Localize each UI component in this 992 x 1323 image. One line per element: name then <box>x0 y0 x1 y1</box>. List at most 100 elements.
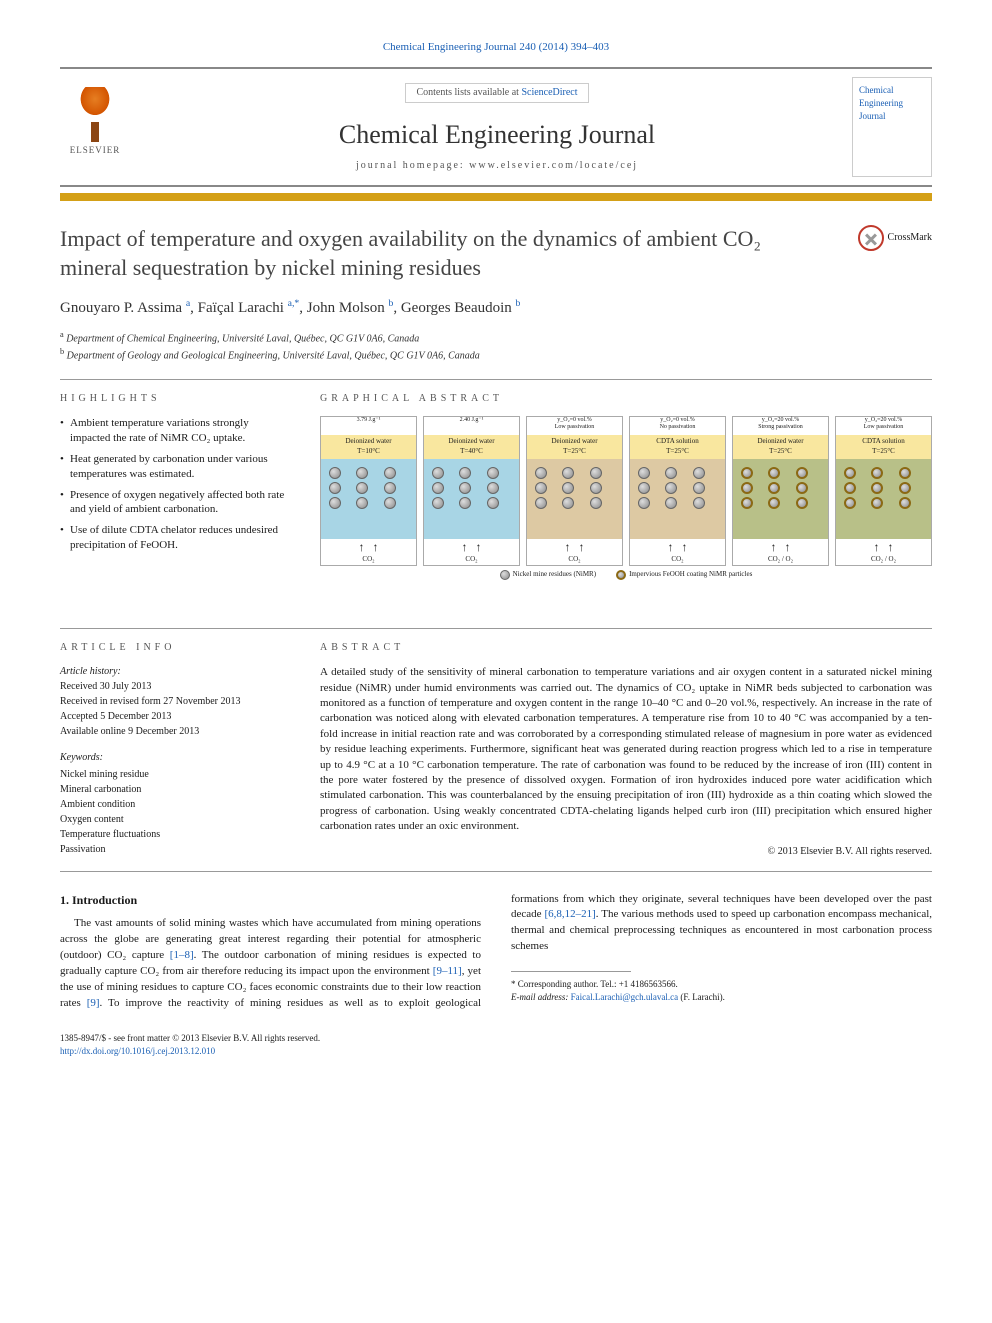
ga-arrows: ↑↑ <box>630 539 725 556</box>
coated-particle-icon <box>741 482 753 494</box>
contents-prefix: Contents lists available at <box>416 87 521 98</box>
particle-icon <box>665 497 677 509</box>
coated-particle-icon <box>899 497 911 509</box>
ga-arrows: ↑↑ <box>424 539 519 556</box>
graphical-abstract-figure: 3.79 J.g⁻¹Deionized water T=10°C↑↑CO₂ 2.4… <box>320 416 932 616</box>
coated-particle-icon <box>768 497 780 509</box>
ga-panel-body <box>321 459 416 539</box>
ga-panel-top-label: 2.40 J.g⁻¹ <box>424 417 519 435</box>
ga-gas-label: CO₂ <box>424 555 519 565</box>
ref-link[interactable]: [9–11] <box>433 965 462 977</box>
cover-line: Journal <box>859 110 925 123</box>
history-label: Article history: <box>60 665 290 679</box>
particle-icon <box>638 482 650 494</box>
up-arrow-icon: ↑ <box>682 539 688 556</box>
crossmark-badge[interactable]: CrossMark <box>858 225 932 251</box>
particle-icon <box>329 497 341 509</box>
ga-legend-nimr: Nickel mine residues (NiMR) <box>500 570 596 580</box>
ga-panel-top-label: y_O₂=20 vol.% Low passivation <box>836 417 931 435</box>
highlight-item: Ambient temperature variations strongly … <box>60 416 290 446</box>
title-row: Impact of temperature and oxygen availab… <box>60 225 932 282</box>
highlights-graphical-row: HIGHLIGHTS Ambient temperature variation… <box>60 392 932 616</box>
citation-line: Chemical Engineering Journal 240 (2014) … <box>60 40 932 55</box>
graphical-abstract-block: GRAPHICAL ABSTRACT 3.79 J.g⁻¹Deionized w… <box>320 392 932 616</box>
particle-icon <box>693 467 705 479</box>
email-link[interactable]: Faical.Larachi@gch.ulaval.ca <box>571 992 678 1002</box>
homepage-url[interactable]: www.elsevier.com/locate/cej <box>469 160 638 171</box>
ga-gas-label: CO₂ <box>527 555 622 565</box>
history-item: Accepted 5 December 2013 <box>60 709 290 724</box>
ref-link[interactable]: [1–8] <box>170 949 194 961</box>
introduction-section: 1. Introduction The vast amounts of soli… <box>60 892 932 1012</box>
article-title: Impact of temperature and oxygen availab… <box>60 225 810 282</box>
particle-icon <box>638 497 650 509</box>
abstract-copyright: © 2013 Elsevier B.V. All rights reserved… <box>320 845 932 859</box>
coated-particle-icon <box>796 497 808 509</box>
up-arrow-icon: ↑ <box>874 539 880 556</box>
ga-panel-top-label: 3.79 J.g⁻¹ <box>321 417 416 435</box>
particle-icon <box>384 497 396 509</box>
elsevier-tree-icon <box>70 87 120 142</box>
cover-line: Engineering <box>859 97 925 110</box>
journal-cover-thumbnail[interactable]: Chemical Engineering Journal <box>852 77 932 177</box>
keyword-item: Oxygen content <box>60 812 290 827</box>
coated-particle-icon <box>616 570 626 580</box>
introduction-heading: 1. Introduction <box>60 892 481 909</box>
up-arrow-icon: ↑ <box>579 539 585 556</box>
divider <box>60 871 932 872</box>
coated-particle-icon <box>796 482 808 494</box>
article-info-block: ARTICLE INFO Article history: Received 3… <box>60 641 290 858</box>
ga-panel-header: Deionized water T=40°C <box>424 435 519 459</box>
keyword-item: Temperature fluctuations <box>60 827 290 842</box>
ga-arrows: ↑↑ <box>733 539 828 556</box>
citation-link[interactable]: Chemical Engineering Journal 240 (2014) … <box>383 41 609 53</box>
history-item: Available online 9 December 2013 <box>60 724 290 739</box>
coated-particle-icon <box>844 482 856 494</box>
ga-gas-label: CO₂ <box>321 555 416 565</box>
sciencedirect-link[interactable]: ScienceDirect <box>521 87 577 98</box>
particle-icon <box>535 482 547 494</box>
particle-icon <box>432 467 444 479</box>
particle-icon <box>384 467 396 479</box>
ga-panel: 3.79 J.g⁻¹Deionized water T=10°C↑↑CO₂ <box>320 416 417 566</box>
keyword-item: Passivation <box>60 842 290 857</box>
history-item: Received in revised form 27 November 201… <box>60 694 290 709</box>
coated-particle-icon <box>871 497 883 509</box>
ga-gas-label: CO₂ <box>630 555 725 565</box>
ref-link[interactable]: [9] <box>87 997 100 1009</box>
accent-bar <box>60 193 932 201</box>
particle-icon <box>356 467 368 479</box>
ref-link[interactable]: [6,8,12–21] <box>544 908 595 920</box>
particle-icon <box>638 467 650 479</box>
particle-icon <box>459 497 471 509</box>
ga-panel-header: CDTA solution T=25°C <box>836 435 931 459</box>
particle-icon <box>459 467 471 479</box>
particle-icon <box>562 497 574 509</box>
coated-particle-icon <box>899 482 911 494</box>
particle-icon <box>432 497 444 509</box>
homepage-line: journal homepage: www.elsevier.com/locat… <box>142 159 852 173</box>
particle-icon <box>535 467 547 479</box>
doi-link[interactable]: http://dx.doi.org/10.1016/j.cej.2013.12.… <box>60 1046 215 1056</box>
history-list: Received 30 July 2013Received in revised… <box>60 679 290 739</box>
coated-particle-icon <box>741 497 753 509</box>
particle-icon <box>329 467 341 479</box>
particle-icon <box>356 482 368 494</box>
elsevier-logo[interactable]: ELSEVIER <box>60 87 130 167</box>
contents-line: Contents lists available at ScienceDirec… <box>405 83 588 103</box>
particle-icon <box>432 482 444 494</box>
coated-particle-icon <box>899 467 911 479</box>
ga-gas-label: CO₂ / O₂ <box>733 555 828 565</box>
particle-icon <box>590 467 602 479</box>
ga-panel: y_O₂=0 vol.% No passivationCDTA solution… <box>629 416 726 566</box>
particle-icon <box>590 497 602 509</box>
highlight-item: Heat generated by carbonation under vari… <box>60 452 290 482</box>
up-arrow-icon: ↑ <box>476 539 482 556</box>
particle-icon <box>356 497 368 509</box>
highlights-heading: HIGHLIGHTS <box>60 392 290 406</box>
particle-icon <box>590 482 602 494</box>
keywords-label: Keywords: <box>60 751 290 765</box>
journal-name: Chemical Engineering Journal <box>142 117 852 153</box>
ga-arrows: ↑↑ <box>321 539 416 556</box>
particle-icon <box>487 467 499 479</box>
